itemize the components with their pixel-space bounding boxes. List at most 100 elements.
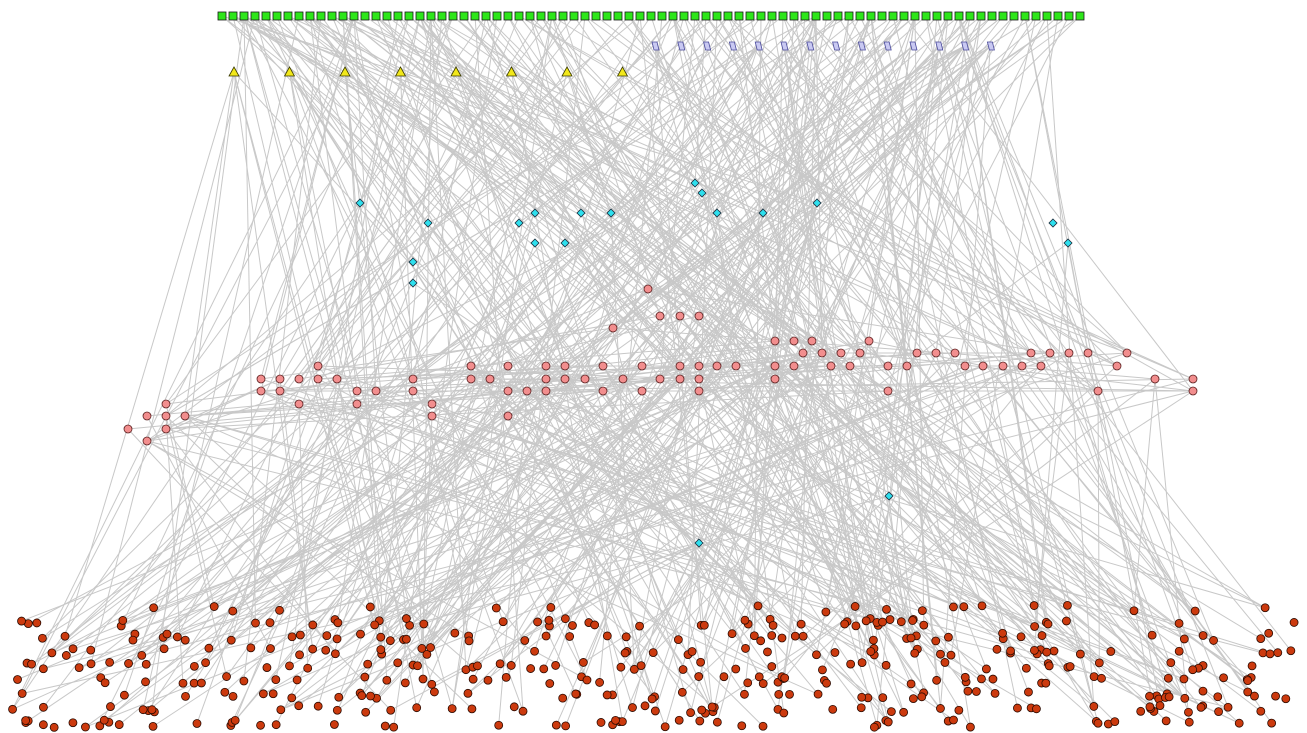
pink-circle-node bbox=[950, 348, 960, 358]
graph-edge bbox=[51, 15, 751, 654]
dark-circle-node bbox=[332, 705, 342, 715]
parallelogram-node bbox=[986, 41, 995, 51]
dark-circle-node bbox=[620, 648, 630, 658]
dark-circle-node bbox=[869, 722, 879, 732]
pink-circle-node bbox=[161, 411, 171, 421]
graph-edge bbox=[731, 365, 1004, 635]
graph-edge bbox=[404, 45, 759, 684]
source-square-node bbox=[437, 11, 447, 21]
graph-edge bbox=[317, 365, 1185, 680]
pink-circle-node bbox=[618, 374, 628, 384]
dark-circle-node bbox=[287, 693, 297, 703]
graph-edge bbox=[641, 340, 813, 367]
source-square-node bbox=[756, 11, 766, 21]
dark-circle-node bbox=[678, 665, 688, 674]
dark-circle-node bbox=[1179, 674, 1189, 684]
source-square-node bbox=[943, 11, 953, 21]
source-square-node bbox=[668, 11, 678, 21]
dark-circle-node bbox=[464, 636, 474, 646]
graph-edge bbox=[654, 45, 737, 367]
dark-circle-node bbox=[596, 718, 606, 727]
graph-edge bbox=[507, 415, 1185, 680]
graph-edge bbox=[146, 415, 271, 649]
diamond-node bbox=[758, 208, 768, 218]
dark-circle-node bbox=[1184, 717, 1194, 727]
dark-circle-node bbox=[418, 674, 428, 684]
graph-edge bbox=[470, 45, 914, 380]
graph-edge bbox=[451, 15, 553, 709]
pink-circle-node bbox=[427, 399, 437, 409]
graph-edge bbox=[703, 15, 1026, 626]
dark-circle-node bbox=[294, 701, 304, 711]
dark-circle-node bbox=[204, 643, 214, 653]
dark-circle-node bbox=[695, 716, 705, 726]
pink-circle-node bbox=[560, 361, 570, 371]
graph-edge bbox=[260, 327, 614, 380]
graph-edge bbox=[441, 15, 547, 380]
graph-edge bbox=[336, 45, 759, 640]
graph-edge bbox=[317, 365, 700, 380]
dark-circle-node bbox=[74, 663, 84, 673]
graph-edge bbox=[679, 15, 773, 367]
dark-circle-node bbox=[602, 690, 612, 700]
dark-circle-node bbox=[178, 678, 188, 688]
pink-circle-node bbox=[294, 374, 304, 384]
dark-circle-node bbox=[1184, 707, 1193, 717]
graph-edge bbox=[412, 282, 987, 670]
source-square-node bbox=[470, 11, 480, 21]
graph-edge bbox=[374, 288, 649, 626]
dark-circle-node bbox=[1234, 718, 1244, 728]
pink-circle-node bbox=[275, 374, 285, 384]
graph-edge bbox=[620, 340, 870, 668]
dark-circle-node bbox=[896, 617, 906, 627]
source-square-node bbox=[921, 11, 931, 21]
dark-circle-node bbox=[251, 618, 260, 628]
dark-circle-node bbox=[590, 620, 600, 630]
dark-circle-node bbox=[1289, 618, 1299, 627]
dark-circle-node bbox=[992, 644, 1002, 654]
dark-circle-node bbox=[828, 704, 838, 714]
dark-circle-node bbox=[963, 686, 973, 696]
pink-circle-node bbox=[608, 323, 618, 333]
graph-edge bbox=[233, 71, 528, 392]
dark-circle-node bbox=[977, 674, 986, 684]
pink-circle-node bbox=[836, 348, 846, 358]
dark-circle-node bbox=[763, 647, 772, 657]
dark-circle-node bbox=[660, 722, 670, 732]
dark-circle-node bbox=[1110, 717, 1120, 727]
pink-circle-node bbox=[541, 386, 551, 396]
pink-circle-node bbox=[466, 361, 476, 371]
dark-circle-node bbox=[940, 658, 950, 667]
pink-circle-node bbox=[845, 361, 855, 371]
pink-circle-node bbox=[180, 411, 190, 421]
dark-circle-node bbox=[946, 650, 956, 660]
source-square-node bbox=[624, 11, 634, 21]
dark-circle-node bbox=[38, 633, 47, 643]
graph-edge bbox=[565, 378, 700, 727]
dark-circle-node bbox=[830, 648, 840, 657]
dark-circle-node bbox=[1037, 631, 1047, 640]
graph-edge bbox=[356, 403, 715, 708]
source-square-node bbox=[283, 11, 293, 21]
dark-circle-node bbox=[635, 621, 644, 631]
source-square-node bbox=[393, 11, 403, 21]
graph-edge bbox=[804, 15, 1070, 354]
dark-circle-node bbox=[1256, 706, 1266, 716]
graph-edge bbox=[777, 365, 832, 710]
graph-edge bbox=[344, 71, 1186, 699]
dark-circle-node bbox=[812, 650, 821, 660]
dark-circle-node bbox=[1044, 661, 1054, 671]
graph-edge bbox=[612, 15, 1004, 329]
source-square-node bbox=[1042, 11, 1052, 21]
dark-circle-node bbox=[148, 721, 158, 731]
dark-circle-node bbox=[363, 659, 373, 669]
graph-edge bbox=[21, 71, 346, 694]
dark-circle-node bbox=[777, 633, 787, 643]
graph-edge bbox=[809, 45, 983, 606]
graph-edge bbox=[900, 15, 1037, 622]
dark-circle-node bbox=[332, 634, 342, 644]
dark-circle-node bbox=[551, 661, 561, 670]
source-square-node bbox=[712, 11, 722, 21]
graph-edge bbox=[309, 15, 889, 392]
dark-circle-node bbox=[602, 631, 612, 641]
